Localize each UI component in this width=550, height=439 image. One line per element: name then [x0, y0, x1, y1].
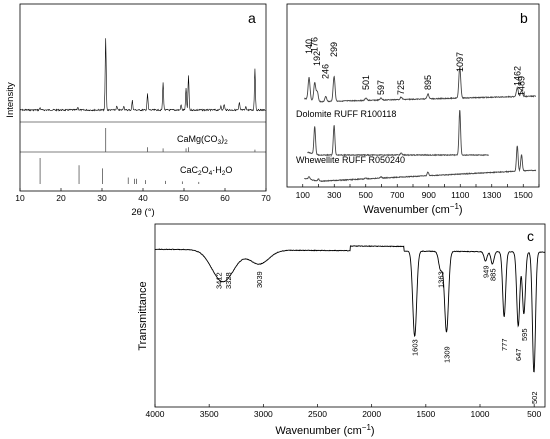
- panel-a-reference-whewellite: [39, 158, 200, 184]
- a-ref1-l1: CaC: [180, 165, 199, 175]
- panel-c-frame: [154, 223, 546, 408]
- b-peak-label-11: 1489: [517, 76, 527, 96]
- panel-c-ylabel: Transmittance: [137, 281, 149, 350]
- b-xtick-label-6: 700: [390, 190, 404, 200]
- b-xl-2: −1: [450, 202, 460, 211]
- panel-c-x-ticks: 4000 3500 3000 2500 2000 1500 1000 500: [146, 404, 542, 419]
- panel-b-sample-spectrum: [304, 66, 536, 103]
- a-xtick-label-3: 40: [138, 193, 148, 203]
- c-band-label-7: 885: [488, 268, 497, 281]
- panel-a-ylabel: Intensity: [5, 82, 16, 118]
- panel-b-ref-label-dolomite: Dolomite RUFF R100118: [296, 109, 396, 119]
- c-band-label-1: 3328: [224, 272, 233, 289]
- c-xl-3: ): [371, 425, 375, 437]
- panel-a-ref-label-whewellite: CaC2O4·H2O: [180, 165, 232, 177]
- panel-c-ftir-spectrum: [154, 245, 546, 373]
- b-xl-3: ): [459, 204, 463, 216]
- b-xtick-label-8: 900: [422, 190, 436, 200]
- a-ref0-l1: CaMg(CO: [177, 134, 218, 144]
- c-band-label-6: 949: [482, 265, 491, 278]
- panel-b-reference-whewellite: [304, 145, 537, 183]
- b-peak-label-7: 725: [396, 80, 406, 95]
- b-xl-1: Wavenumber (cm: [363, 204, 449, 216]
- c-band-label-0: 3412: [215, 272, 224, 289]
- panel-a-frame: [19, 3, 267, 192]
- c-xtick-label-1: 3500: [200, 409, 219, 419]
- c-band-label-9: 647: [514, 348, 523, 361]
- c-band-label-3: 1603: [411, 339, 420, 356]
- c-band-label-8: 777: [500, 338, 509, 351]
- b-peak-label-9: 1097: [455, 52, 465, 72]
- c-xtick-label-0: 4000: [146, 409, 165, 419]
- b-xtick-label-12: 1300: [482, 190, 501, 200]
- b-peak-label-1: 176: [310, 37, 320, 52]
- panel-a-reference-dolomite: [105, 128, 256, 152]
- c-band-label-11: 502: [530, 391, 539, 404]
- c-band-label-5: 1309: [443, 346, 452, 363]
- panel-b-reference-dolomite: [307, 110, 489, 157]
- a-ref1-l5: ·H: [212, 165, 222, 175]
- a-ref0-l2: 3: [218, 139, 222, 146]
- b-peak-label-6: 597: [376, 80, 386, 95]
- a-ref1-l3: O: [202, 165, 209, 175]
- b-xtick-label-4: 500: [359, 190, 373, 200]
- panel-b-x-ticks: 100 300 500 700 900 1100 1300 1500: [296, 184, 540, 200]
- c-xtick-label-6: 1000: [471, 409, 490, 419]
- panel-c-letter: c: [527, 228, 534, 244]
- a-xtick-label-2: 30: [97, 193, 107, 203]
- panel-a-ref-label-dolomite: CaMg(CO3)2: [177, 134, 228, 146]
- a-xtick-label-1: 20: [56, 193, 66, 203]
- c-band-label-4: 1363: [437, 271, 446, 288]
- panel-a-x-ticks: 10 20 30 40 50 60 70: [15, 188, 271, 203]
- c-xtick-label-3: 2500: [308, 409, 327, 419]
- a-xtick-label-5: 60: [220, 193, 230, 203]
- panel-b-ref-label-whewellite: Whewellite RUFF R050240: [296, 155, 405, 165]
- panel-a-xlabel: 2θ (°): [131, 207, 154, 218]
- panel-c-xlabel: Wavenumber (cm−1): [275, 423, 374, 437]
- b-peak-label-5: 501: [361, 75, 371, 90]
- panel-a-main-pattern: [19, 38, 266, 112]
- c-xtick-label-7: 500: [527, 409, 541, 419]
- c-xl-1: Wavenumber (cm: [275, 425, 361, 437]
- a-xtick-label-4: 50: [179, 193, 189, 203]
- b-peak-label-2: 192: [312, 51, 322, 66]
- b-xtick-label-2: 300: [327, 190, 341, 200]
- a-ref1-l6: 2: [222, 170, 226, 177]
- panel-a-xrd: a Intensity 2θ (°) CaMg(CO3)2 CaC2O4·H2O…: [5, 3, 271, 218]
- a-xtick-label-6: 70: [261, 193, 271, 203]
- c-band-label-10: 595: [520, 328, 529, 341]
- panel-c-ftir: c Transmittance Wavenumber (cm−1) 3412 33…: [137, 223, 546, 437]
- a-ref1-l2: 2: [198, 170, 202, 177]
- panel-b-raman: b Wavenumber (cm−1) Dolomite RUFF R10011…: [286, 3, 540, 216]
- panel-a-letter: a: [248, 10, 256, 26]
- panel-b-letter: b: [520, 10, 528, 26]
- c-xtick-label-4: 2000: [362, 409, 381, 419]
- b-peak-label-4: 299: [329, 42, 339, 57]
- c-xtick-label-5: 1500: [416, 409, 435, 419]
- panel-b-xlabel: Wavenumber (cm−1): [363, 202, 462, 216]
- a-ref0-l3: ): [221, 134, 224, 144]
- b-peak-label-3: 246: [321, 64, 331, 79]
- b-peak-label-0: 140: [304, 39, 314, 54]
- b-xtick-label-0: 100: [296, 190, 310, 200]
- c-band-label-2: 3039: [255, 271, 264, 288]
- c-xl-2: −1: [362, 423, 372, 432]
- b-peak-label-8: 895: [423, 75, 433, 90]
- b-xtick-label-10: 1100: [451, 190, 470, 200]
- a-ref0-l4: 2: [224, 139, 228, 146]
- a-ref1-l4: 4: [209, 170, 213, 177]
- c-xtick-label-2: 3000: [254, 409, 273, 419]
- b-xtick-label-14: 1500: [514, 190, 533, 200]
- a-xtick-label-0: 10: [15, 193, 25, 203]
- b-peak-label-10: 1462: [512, 66, 522, 86]
- a-ref1-l7: O: [225, 165, 232, 175]
